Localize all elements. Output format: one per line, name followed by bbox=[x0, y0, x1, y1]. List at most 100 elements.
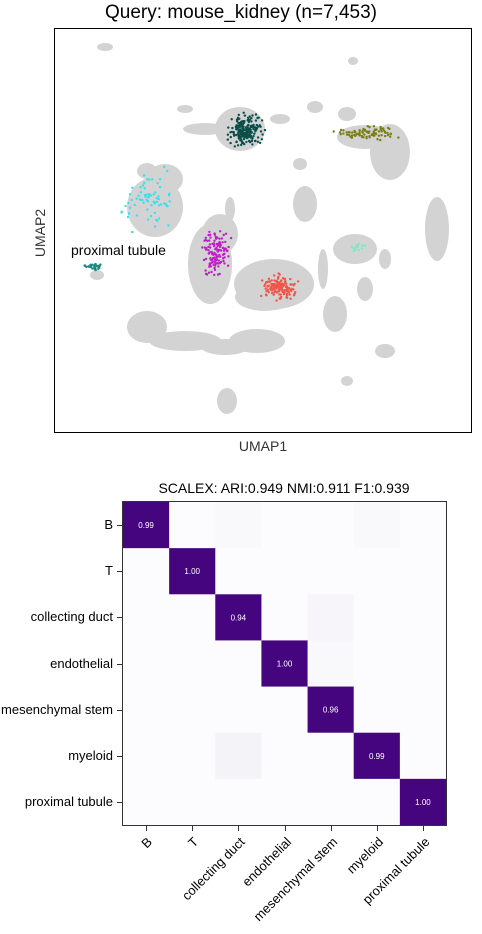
query-point bbox=[342, 129, 344, 131]
query-point bbox=[255, 119, 257, 121]
heatmap-x-tick-mark bbox=[146, 826, 147, 831]
query-point bbox=[247, 124, 249, 126]
query-point bbox=[239, 122, 241, 124]
query-point bbox=[169, 200, 171, 202]
query-point bbox=[214, 264, 216, 266]
query-point bbox=[154, 202, 156, 204]
query-point bbox=[233, 133, 235, 135]
query-point bbox=[150, 215, 152, 217]
query-point bbox=[218, 254, 220, 256]
query-point bbox=[251, 143, 253, 145]
query-point bbox=[361, 244, 363, 246]
heatmap-y-tick-label: proximal tubule bbox=[25, 794, 113, 809]
heatmap-x-tick-label: T bbox=[185, 834, 201, 850]
query-point bbox=[368, 130, 370, 132]
query-point bbox=[355, 244, 357, 246]
query-point bbox=[136, 197, 138, 199]
query-point bbox=[379, 139, 381, 141]
query-point bbox=[207, 246, 209, 248]
query-point bbox=[229, 142, 231, 144]
query-point bbox=[223, 249, 225, 251]
query-point bbox=[144, 187, 146, 189]
query-point bbox=[218, 238, 220, 240]
query-point bbox=[158, 217, 160, 219]
query-point bbox=[216, 236, 218, 238]
heatmap-title: SCALEX: ARI:0.949 NMI:0.911 F1:0.939 bbox=[120, 480, 448, 496]
query-point bbox=[129, 193, 131, 195]
query-point bbox=[275, 299, 277, 301]
query-point bbox=[205, 237, 207, 239]
heatmap-cell bbox=[308, 779, 355, 825]
query-point bbox=[237, 117, 239, 119]
heatmap-cell bbox=[400, 640, 446, 687]
query-point bbox=[367, 125, 369, 127]
heatmap-cell-value: 0.94 bbox=[231, 613, 247, 622]
query-point bbox=[222, 247, 224, 249]
query-point bbox=[154, 191, 156, 193]
query-point bbox=[210, 271, 212, 273]
query-point bbox=[265, 290, 267, 292]
umap-plot-area bbox=[54, 28, 472, 433]
query-point bbox=[236, 127, 238, 129]
heatmap-x-tick-label: mesenchymal stem bbox=[250, 834, 340, 924]
query-point bbox=[130, 199, 132, 201]
heatmap-y-tick-mark bbox=[117, 756, 122, 757]
query-point bbox=[277, 272, 279, 274]
query-point bbox=[255, 129, 257, 131]
query-point bbox=[209, 236, 211, 238]
query-point bbox=[142, 184, 144, 186]
heatmap-cell bbox=[215, 548, 262, 595]
query-point bbox=[251, 114, 253, 116]
query-point bbox=[141, 199, 143, 201]
query-point bbox=[353, 250, 355, 252]
query-point bbox=[253, 133, 255, 135]
query-point bbox=[250, 120, 252, 122]
query-point bbox=[205, 247, 207, 249]
query-point bbox=[230, 136, 232, 138]
query-point bbox=[380, 134, 382, 136]
query-point bbox=[273, 294, 275, 296]
heatmap-cell bbox=[123, 687, 170, 734]
heatmap-plot-area: 0.99 1.00 0.94 1.00 0.96 0.99 1.00 bbox=[122, 501, 447, 826]
query-point bbox=[234, 145, 236, 147]
heatmap-cell bbox=[400, 687, 446, 734]
query-point bbox=[249, 115, 251, 117]
query-point bbox=[227, 138, 229, 140]
query-point bbox=[216, 245, 218, 247]
heatmap-y-tick-label: endothelial bbox=[50, 656, 113, 671]
query-point bbox=[245, 141, 247, 143]
query-point bbox=[128, 212, 130, 214]
query-point bbox=[143, 182, 145, 184]
query-point bbox=[271, 279, 273, 281]
query-point bbox=[219, 262, 221, 264]
query-point bbox=[214, 261, 216, 263]
heatmap-cell bbox=[215, 687, 262, 734]
query-point bbox=[354, 247, 356, 249]
query-point bbox=[378, 130, 380, 132]
query-point bbox=[354, 135, 356, 137]
heatmap-cell bbox=[123, 548, 170, 595]
query-point bbox=[154, 225, 156, 227]
query-point bbox=[250, 132, 252, 134]
query-point bbox=[210, 259, 212, 261]
heatmap-cell-value: 0.96 bbox=[323, 706, 339, 715]
query-point bbox=[144, 196, 146, 198]
query-point bbox=[293, 283, 295, 285]
query-point bbox=[266, 285, 268, 287]
query-point bbox=[354, 131, 356, 133]
query-point bbox=[259, 126, 261, 128]
query-point bbox=[227, 255, 229, 257]
query-point bbox=[365, 137, 367, 139]
query-point bbox=[256, 124, 258, 126]
query-point bbox=[204, 269, 206, 271]
query-point bbox=[148, 195, 150, 197]
query-point bbox=[134, 204, 136, 206]
umap-scatter bbox=[55, 29, 472, 433]
heatmap-y-tick-mark bbox=[117, 802, 122, 803]
heatmap-cell bbox=[123, 733, 170, 780]
query-point bbox=[213, 245, 215, 247]
query-point bbox=[131, 231, 133, 233]
query-point bbox=[212, 253, 214, 255]
heatmap-cell bbox=[169, 640, 216, 687]
query-point bbox=[97, 268, 99, 270]
